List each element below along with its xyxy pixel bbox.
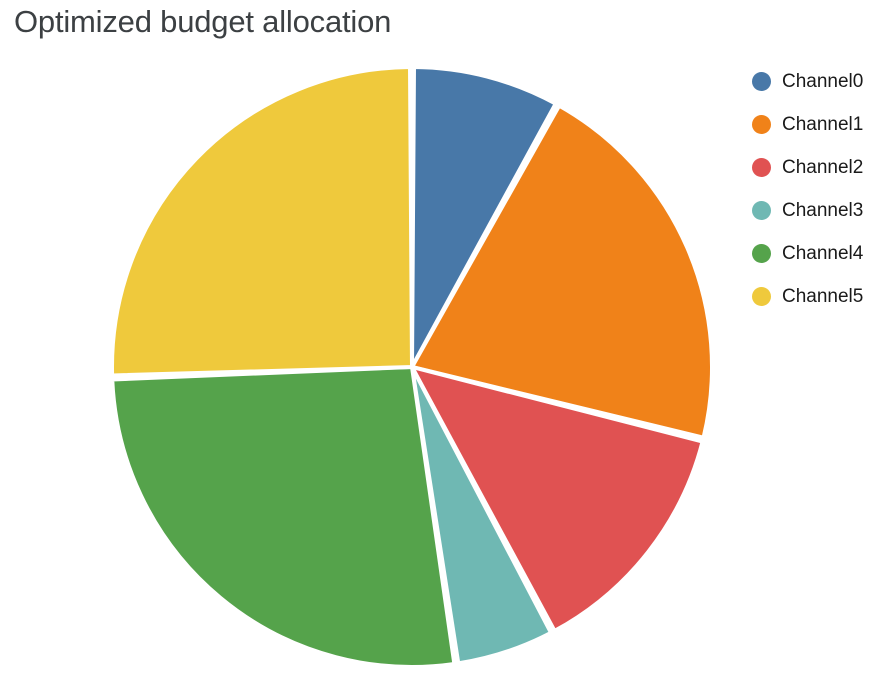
pie-slice-channel0[interactable] — [410, 65, 558, 369]
pie-slice-channel4[interactable] — [110, 365, 457, 669]
legend-swatch-icon — [752, 201, 771, 220]
pie-slice-group — [110, 65, 714, 669]
chart-legend: Channel0 Channel1 Channel2 Channel3 Channel4… — [752, 60, 888, 318]
legend-item-channel5[interactable]: Channel5 — [752, 275, 888, 318]
legend-label: Channel3 — [782, 199, 864, 221]
legend-item-channel1[interactable]: Channel1 — [752, 103, 888, 146]
legend-item-channel3[interactable]: Channel3 — [752, 189, 888, 232]
legend-swatch-icon — [752, 115, 771, 134]
pie-slice-channel3[interactable] — [410, 365, 554, 666]
chart-title: Optimized budget allocation — [14, 4, 392, 39]
legend-item-channel2[interactable]: Channel2 — [752, 146, 888, 189]
legend-item-channel4[interactable]: Channel4 — [752, 232, 888, 275]
legend-item-channel0[interactable]: Channel0 — [752, 60, 888, 103]
legend-swatch-icon — [752, 244, 771, 263]
legend-label: Channel5 — [782, 285, 864, 307]
legend-swatch-icon — [752, 158, 771, 177]
pie-slice-channel1[interactable] — [410, 103, 714, 440]
legend-swatch-icon — [752, 72, 771, 91]
legend-label: Channel2 — [782, 156, 864, 178]
pie-slice-channel5[interactable] — [110, 65, 414, 378]
legend-label: Channel4 — [782, 242, 864, 264]
legend-label: Channel0 — [782, 70, 864, 92]
legend-label: Channel1 — [782, 113, 864, 135]
pie-slice-channel2[interactable] — [410, 365, 705, 633]
legend-swatch-icon — [752, 287, 771, 306]
